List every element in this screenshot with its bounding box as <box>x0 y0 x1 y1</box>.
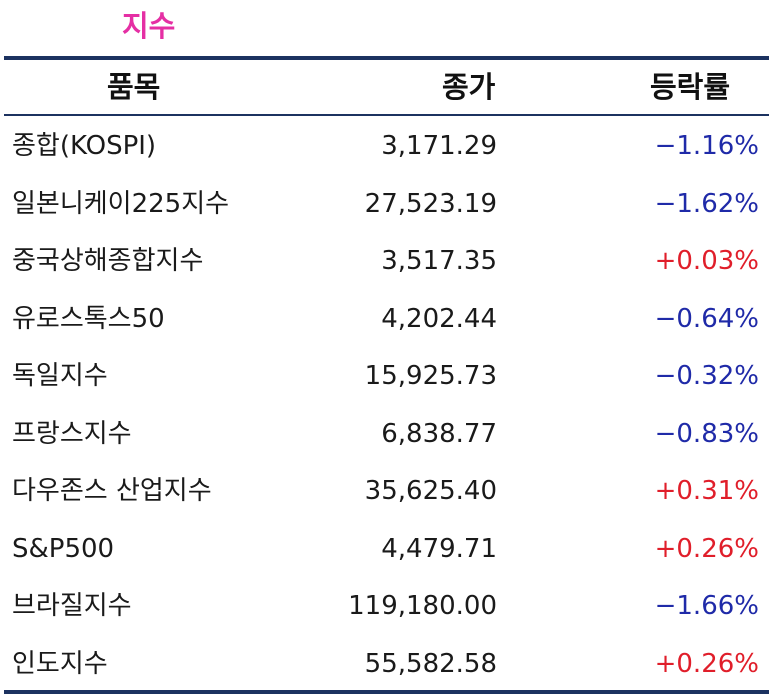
table-header-rule <box>4 114 769 116</box>
column-header-name: 품목 <box>107 70 161 104</box>
index-close: 3,517.35 <box>381 246 497 276</box>
index-close: 4,202.44 <box>381 303 497 334</box>
index-name: 인도지수 <box>12 648 108 679</box>
index-change: −0.83% <box>654 418 759 449</box>
index-change: −1.16% <box>654 131 759 161</box>
index-close: 3,171.29 <box>381 131 497 161</box>
table-row: 인도지수 55,582.58 +0.26% <box>4 636 769 694</box>
index-name: 일본니케이225지수 <box>12 188 230 219</box>
table-row: 다우존스 산업지수 35,625.40 +0.31% <box>4 463 769 521</box>
table-body: 종합(KOSPI) 3,171.29 −1.16% 일본니케이225지수 27,… <box>4 118 769 693</box>
index-close: 35,625.40 <box>364 476 497 506</box>
index-name: 프랑스지수 <box>12 418 132 449</box>
index-close: 55,582.58 <box>364 648 497 679</box>
table-row: 브라질지수 119,180.00 −1.66% <box>4 578 769 636</box>
index-close: 4,479.71 <box>381 533 497 564</box>
table-header: 품목 종가 등락률 <box>4 60 769 114</box>
index-change: +0.31% <box>654 476 759 506</box>
index-name: 유로스톡스50 <box>12 303 165 334</box>
index-change: +0.03% <box>654 246 759 276</box>
index-close: 119,180.00 <box>348 591 497 621</box>
index-change: +0.26% <box>654 533 759 564</box>
index-change: +0.26% <box>654 648 759 679</box>
table-top-rule <box>4 56 769 60</box>
page-title: 지수 <box>122 9 176 43</box>
table-row: 유로스톡스50 4,202.44 −0.64% <box>4 291 769 349</box>
column-header-change: 등락률 <box>650 70 731 104</box>
index-name: 브라질지수 <box>12 591 132 621</box>
index-change: −1.66% <box>654 591 759 621</box>
index-change: −0.32% <box>654 361 759 391</box>
table-row: 종합(KOSPI) 3,171.29 −1.16% <box>4 118 769 176</box>
index-close: 6,838.77 <box>381 418 497 449</box>
table-bottom-rule <box>4 690 769 694</box>
index-name: 종합(KOSPI) <box>12 131 157 161</box>
table-row: 중국상해종합지수 3,517.35 +0.03% <box>4 233 769 291</box>
index-change: −1.62% <box>654 188 759 219</box>
index-name: S&P500 <box>12 533 115 564</box>
index-name: 중국상해종합지수 <box>12 246 204 276</box>
index-change: −0.64% <box>654 303 759 334</box>
table-row: S&P500 4,479.71 +0.26% <box>4 521 769 579</box>
table-row: 프랑스지수 6,838.77 −0.83% <box>4 406 769 464</box>
index-close: 15,925.73 <box>364 361 497 391</box>
table-row: 독일지수 15,925.73 −0.32% <box>4 348 769 406</box>
index-name: 다우존스 산업지수 <box>12 476 212 506</box>
index-close: 27,523.19 <box>364 188 497 219</box>
table-row: 일본니케이225지수 27,523.19 −1.62% <box>4 176 769 234</box>
column-header-close: 종가 <box>442 70 496 104</box>
index-name: 독일지수 <box>12 361 108 391</box>
